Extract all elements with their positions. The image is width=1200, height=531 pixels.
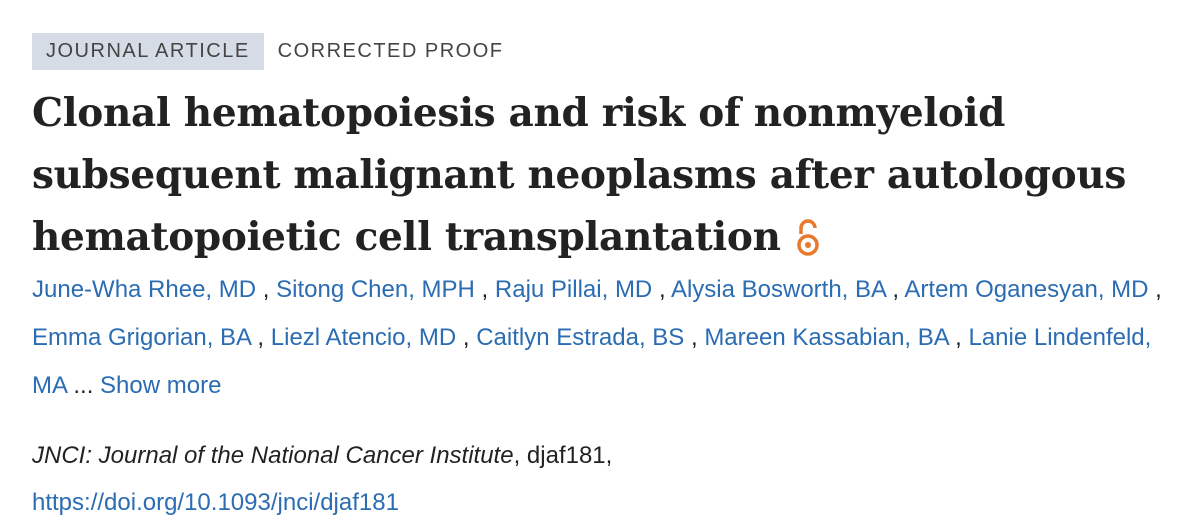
separator: , <box>1155 276 1162 303</box>
author-name[interactable]: Mareen Kassabian, BA <box>704 324 949 351</box>
doi-link[interactable]: https://doi.org/10.1093/jnci/djaf181 <box>32 489 399 516</box>
title-line: subsequent malignant neoplasms after aut… <box>32 152 1127 198</box>
title-line: Clonal hematopoiesis and risk of nonmyel… <box>32 90 1006 136</box>
ellipsis: ... <box>73 372 94 399</box>
author-name[interactable]: June-Wha Rhee, MD <box>32 276 257 303</box>
citation: JNCI: Journal of the National Cancer Ins… <box>32 432 612 526</box>
author-name[interactable]: Alysia Bosworth, BA <box>670 276 886 303</box>
separator: , <box>658 276 666 303</box>
badge: JOURNAL ARTICLE <box>32 33 264 70</box>
article-id: , djaf181, <box>513 442 613 469</box>
author-name[interactable]: Sitong Chen, MPH <box>276 276 475 303</box>
separator: , <box>462 324 470 351</box>
separator: , <box>262 276 270 303</box>
author-name[interactable]: Caitlyn Estrada, BS <box>476 324 685 351</box>
author-name[interactable]: Liezl Atencio, MD <box>270 324 457 351</box>
separator: , <box>955 324 962 351</box>
badges: JOURNAL ARTICLE CORRECTED PROOF <box>32 33 518 70</box>
article-title: Clonal hematopoiesis and risk of nonmyel… <box>32 82 1192 268</box>
authors: June-Wha Rhee, MD , Sitong Chen, MPH , R… <box>32 266 1172 410</box>
author-name[interactable]: Emma Grigorian, BA <box>32 324 251 351</box>
open-access-icon <box>796 219 819 256</box>
separator: , <box>892 276 900 303</box>
author-name[interactable]: Lanie Lindenfeld, MA <box>32 324 1152 399</box>
separator: , <box>481 276 489 303</box>
badge: CORRECTED PROOF <box>277 40 504 62</box>
author-name[interactable]: Artem Oganesyan, MD <box>904 276 1149 303</box>
show-more[interactable]: Show more <box>100 372 222 399</box>
separator: , <box>690 324 698 351</box>
author-name[interactable]: Raju Pillai, MD <box>494 276 653 303</box>
journal-name: JNCI: Journal of the National Cancer Ins… <box>32 442 514 469</box>
separator: , <box>257 324 265 351</box>
title-line: hematopoietic cell transplantation <box>32 206 1192 268</box>
